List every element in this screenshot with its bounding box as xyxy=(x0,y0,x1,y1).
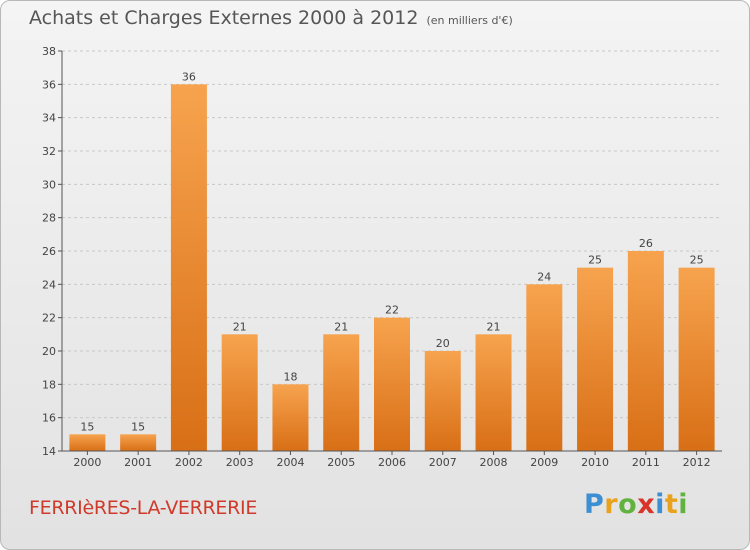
x-tick-label: 2006 xyxy=(378,456,406,469)
x-tick-label: 2005 xyxy=(327,456,355,469)
labels: 14 16 18 20 22 24 26 28 30 32 34 36 38 15 2000 15 2001 36… xyxy=(42,45,711,469)
bar-value-label: 21 xyxy=(487,320,501,333)
x-tick-label: 2004 xyxy=(276,456,304,469)
x-tick-label: 2007 xyxy=(429,456,457,469)
bar-2004 xyxy=(272,384,309,451)
y-tick-label: 34 xyxy=(42,112,56,125)
x-tick-label: 2002 xyxy=(175,456,203,469)
bar-2001 xyxy=(120,434,157,451)
y-tick-label: 18 xyxy=(42,378,56,391)
x-tick-label: 2012 xyxy=(683,456,711,469)
y-tick-label: 24 xyxy=(42,278,56,291)
x-tick-label: 2003 xyxy=(226,456,254,469)
y-tick-label: 36 xyxy=(42,78,56,91)
bar-2012 xyxy=(678,267,715,451)
x-tick-label: 2009 xyxy=(530,456,558,469)
x-tick-label: 2010 xyxy=(581,456,609,469)
bar-value-label: 15 xyxy=(131,420,145,433)
axes xyxy=(58,50,722,455)
y-tick-label: 30 xyxy=(42,178,56,191)
x-tick-label: 2000 xyxy=(73,456,101,469)
y-tick-label: 22 xyxy=(42,312,56,325)
y-tick-label: 28 xyxy=(42,212,56,225)
bar-2000 xyxy=(69,434,106,451)
y-tick-label: 38 xyxy=(42,45,56,58)
bar-2007 xyxy=(424,351,461,451)
y-tick-label: 26 xyxy=(42,245,56,258)
bar-2011 xyxy=(627,251,664,451)
bar-2009 xyxy=(526,284,563,451)
bar-value-label: 25 xyxy=(588,254,602,267)
bar-value-label: 26 xyxy=(639,237,653,250)
y-tick-label: 32 xyxy=(42,145,56,158)
bar-2005 xyxy=(323,334,360,451)
bar-2003 xyxy=(221,334,258,451)
y-tick-label: 14 xyxy=(42,445,56,458)
bar-2008 xyxy=(475,334,512,451)
bar-value-label: 36 xyxy=(182,70,196,83)
commune-name: FERRIèRES-LA-VERRERIE xyxy=(29,497,258,519)
chart-unit: (en milliers d'€) xyxy=(426,14,513,27)
bar-value-label: 20 xyxy=(436,337,450,350)
bar-2010 xyxy=(577,267,614,451)
y-tick-label: 20 xyxy=(42,345,56,358)
bar-2006 xyxy=(374,317,410,451)
bar-value-label: 22 xyxy=(385,304,399,317)
bar-2002 xyxy=(170,84,207,451)
bar-value-label: 15 xyxy=(80,420,94,433)
bars xyxy=(69,84,715,451)
chart-title: Achats et Charges Externes 2000 à 2012 (e… xyxy=(29,7,513,29)
y-tick-label: 16 xyxy=(42,412,56,425)
bar-value-label: 21 xyxy=(334,320,348,333)
bar-value-label: 21 xyxy=(233,320,247,333)
bar-value-label: 25 xyxy=(690,254,704,267)
bar-value-label: 24 xyxy=(537,270,551,283)
x-tick-label: 2008 xyxy=(480,456,508,469)
chart-title-text: Achats et Charges Externes 2000 à 2012 xyxy=(29,7,419,29)
x-tick-label: 2011 xyxy=(632,456,660,469)
bar-value-label: 18 xyxy=(283,370,297,383)
x-tick-label: 2001 xyxy=(124,456,152,469)
proxiti-logo: Proxiti xyxy=(584,489,689,520)
